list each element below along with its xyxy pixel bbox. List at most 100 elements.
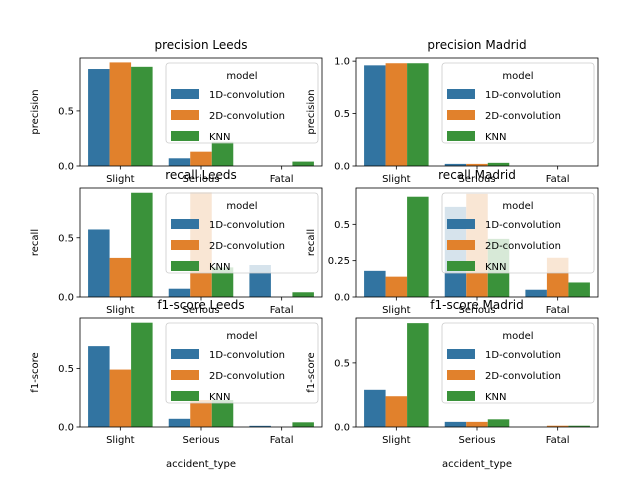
- x-tick-label: Slight: [106, 435, 135, 446]
- y-tick-label: 0.0: [58, 293, 74, 304]
- bar-1d-convolution-serious: [444, 421, 467, 427]
- legend-swatch: [171, 261, 199, 271]
- legend-title: model: [226, 331, 257, 342]
- legend-frame: [165, 192, 319, 274]
- y-axis-label: f1-score: [306, 352, 317, 392]
- axes-frame: [79, 317, 323, 428]
- subplot-3: 0.0 0.25 0.5 Slight Serious Fatal recall Madri…: [306, 168, 599, 316]
- legend-swatch: [171, 349, 199, 359]
- bar-1d-convolution-slight: [364, 65, 386, 166]
- y-tick-label: 1.0: [334, 57, 350, 68]
- x-tick-label: Slight: [106, 174, 135, 185]
- axes-frame: [355, 57, 599, 167]
- legend-swatch: [171, 370, 199, 380]
- bar-2d-convolution-serious: [466, 163, 488, 166]
- legend-frame: [441, 322, 595, 404]
- bar-1d-convolution-fatal: [249, 425, 271, 427]
- bar-knn-serious: [487, 162, 510, 166]
- axes-frame: [79, 187, 323, 298]
- x-tick-label: Serious: [182, 174, 219, 185]
- bar-knn-fatal: [568, 282, 590, 297]
- bar-1d-convolution-serious: [168, 158, 191, 166]
- y-axis-label: precision: [306, 89, 317, 134]
- legend-frame: [441, 62, 595, 144]
- legend-title: model: [226, 201, 257, 212]
- x-tick-label: Serious: [458, 435, 495, 446]
- legend-swatch: [171, 131, 199, 141]
- y-tick-label: 0.5: [334, 220, 350, 231]
- y-tick-label: 0.25: [328, 256, 350, 267]
- bar-knn-serious: [211, 141, 234, 166]
- legend-label: 2D-convolution: [485, 371, 561, 382]
- legend-swatch: [447, 219, 475, 229]
- legend-label: 1D-convolution: [209, 90, 285, 101]
- x-tick-label: Slight: [382, 305, 411, 316]
- bar-1d-convolution-fatal: [525, 289, 547, 297]
- bar-1d-convolution-slight: [364, 270, 386, 297]
- bar-knn-slight: [131, 322, 153, 427]
- bar-1d-convolution-slight: [88, 69, 110, 166]
- legend-label: 1D-convolution: [485, 220, 561, 231]
- y-tick-label: 0.0: [334, 293, 350, 304]
- axes-frame: [355, 317, 599, 428]
- x-tick-label: Fatal: [546, 174, 570, 185]
- bar-knn-serious: [487, 419, 510, 427]
- x-tick-label: Fatal: [270, 305, 294, 316]
- legend-title: model: [226, 71, 257, 82]
- legend: model 1D-convolution 2D-convolution KNN: [165, 322, 319, 404]
- subplot-0: 0.0 0.5 Slight Serious Fatal precision Leeds p…: [30, 38, 323, 185]
- bar-knn-fatal: [292, 292, 314, 297]
- subplot-title: recall Leeds: [165, 168, 237, 182]
- legend-label: 1D-convolution: [209, 220, 285, 231]
- y-axis-label: precision: [30, 89, 41, 134]
- y-tick-label: 0.0: [334, 162, 350, 173]
- x-tick-label: Slight: [382, 435, 411, 446]
- bar-2d-convolution-slight: [385, 63, 408, 166]
- y-tick-label: 0.0: [334, 423, 350, 434]
- y-tick-label: 0.5: [334, 358, 350, 369]
- legend: model 1D-convolution 2D-convolution KNN: [441, 192, 595, 274]
- x-tick-label: Serious: [458, 305, 495, 316]
- bar-2d-convolution-slight: [385, 396, 408, 427]
- y-tick-label: 0.0: [58, 423, 74, 434]
- legend-title: model: [502, 71, 533, 82]
- y-axis-label: recall: [30, 229, 41, 256]
- subplot-title: precision Madrid: [427, 38, 526, 52]
- y-tick-label: 0.5: [58, 364, 74, 375]
- y-tick-label: 0.0: [58, 162, 74, 173]
- subplot-title: recall Madrid: [438, 168, 516, 182]
- legend: model 1D-convolution 2D-convolution KNN: [441, 322, 595, 404]
- x-tick-label: Fatal: [270, 435, 294, 446]
- x-tick-label: Serious: [458, 174, 495, 185]
- bar-2d-convolution-serious: [190, 400, 212, 427]
- bar-2d-convolution-slight: [109, 257, 132, 297]
- bar-knn-slight: [407, 63, 429, 166]
- bar-knn-serious: [211, 400, 234, 427]
- bar-1d-convolution-slight: [88, 229, 110, 297]
- subplot-5: 0.0 0.5 Slight Serious Fatal f1-score Madrid f…: [306, 298, 599, 470]
- subplot-2: 0.0 0.5 Slight Serious Fatal recall Leeds reca…: [30, 168, 323, 316]
- legend-swatch: [447, 261, 475, 271]
- x-tick-label: Serious: [182, 435, 219, 446]
- x-tick-label: Slight: [382, 174, 411, 185]
- legend-label: KNN: [209, 392, 231, 403]
- legend-swatch: [171, 391, 199, 401]
- legend-label: 1D-convolution: [209, 350, 285, 361]
- legend-swatch: [447, 391, 475, 401]
- legend-swatch: [447, 110, 475, 120]
- legend: model 1D-convolution 2D-convolution KNN: [165, 192, 319, 274]
- legend-title: model: [502, 331, 533, 342]
- bar-2d-convolution-slight: [109, 62, 132, 166]
- bar-knn-slight: [407, 196, 429, 297]
- legend-swatch: [447, 240, 475, 250]
- x-tick-label: Serious: [182, 305, 219, 316]
- legend: model 1D-convolution 2D-convolution KNN: [165, 62, 319, 144]
- y-axis-label: recall: [306, 229, 317, 256]
- bar-knn-slight: [407, 323, 429, 427]
- bar-2d-convolution-serious: [466, 421, 488, 427]
- legend-label: 2D-convolution: [209, 241, 285, 252]
- legend-frame: [165, 62, 319, 144]
- bar-2d-convolution-slight: [385, 276, 408, 297]
- bar-2d-convolution-serious: [190, 151, 212, 166]
- y-axis-label: f1-score: [30, 352, 41, 392]
